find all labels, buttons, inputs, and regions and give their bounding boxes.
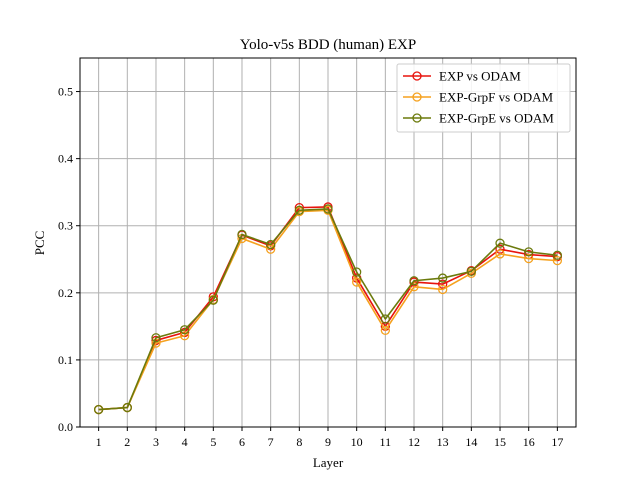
data-point-marker [438, 284, 448, 295]
data-point-marker [552, 255, 563, 266]
x-tick-label: 12 [408, 435, 420, 449]
x-tick-label: 3 [153, 435, 159, 449]
data-point-marker [323, 204, 333, 214]
x-tick-label: 1 [96, 435, 102, 449]
x-tick-label: 6 [239, 435, 245, 449]
data-point-marker [438, 279, 448, 289]
data-point-marker [352, 267, 362, 277]
legend-marker [412, 113, 422, 123]
data-point-marker [438, 273, 448, 283]
data-point-marker [151, 333, 161, 343]
x-tick-label: 11 [380, 435, 392, 449]
x-tick-label: 10 [351, 435, 363, 449]
legend-marker [412, 92, 422, 102]
data-point-marker [495, 238, 505, 248]
x-axis-ticks: 1 2 3 4 5 6 7 8 9 10 11 12 13 14 15 16 17 [96, 427, 563, 449]
data-point-marker [524, 247, 534, 257]
data-point-marker [380, 314, 390, 324]
y-tick-label: 0.0 [58, 420, 73, 434]
x-tick-label: 5 [210, 435, 216, 449]
x-tick-label: 13 [437, 435, 449, 449]
legend-box [396, 63, 571, 133]
data-point-marker [495, 249, 505, 259]
x-tick-label: 17 [551, 435, 563, 449]
x-tick-label: 16 [523, 435, 535, 449]
x-tick-label: 9 [325, 435, 331, 449]
y-tick-label: 0.2 [58, 286, 73, 300]
series-3 [93, 204, 563, 415]
data-point-marker [409, 276, 419, 286]
x-tick-label: 7 [268, 435, 274, 449]
y-tick-label: 0.5 [58, 85, 73, 99]
y-axis-ticks: 0.0 0.1 0.2 0.3 0.4 0.5 [58, 85, 80, 434]
x-tick-label: 15 [494, 435, 506, 449]
legend-marker [412, 71, 422, 81]
y-tick-label: 0.1 [58, 353, 73, 367]
data-point-marker [466, 266, 477, 276]
y-tick-label: 0.4 [58, 152, 73, 166]
x-tick-label: 8 [296, 435, 302, 449]
y-axis-label: PCC [32, 231, 47, 256]
plot-series [93, 202, 563, 415]
data-point-marker [179, 325, 190, 335]
legend: EXP vs ODAM EXP-GrpF vs ODAM EXP-GrpE vs O… [396, 63, 571, 133]
x-axis-label: Layer [313, 455, 344, 470]
data-point-marker [266, 239, 276, 250]
x-tick-label: 4 [182, 435, 188, 449]
y-tick-label: 0.3 [58, 219, 73, 233]
legend-label: EXP-GrpF vs ODAM [439, 90, 554, 105]
x-tick-label: 2 [124, 435, 130, 449]
legend-label: EXP-GrpE vs ODAM [439, 111, 554, 126]
data-point-marker [380, 325, 390, 336]
chart-title: Yolo-v5s BDD (human) EXP [240, 37, 416, 53]
data-point-marker [352, 277, 362, 287]
data-point-marker [294, 205, 304, 215]
data-point-marker [93, 404, 104, 415]
data-point-marker [122, 402, 132, 413]
data-point-marker [552, 250, 563, 260]
data-point-marker [524, 253, 534, 264]
data-point-marker [237, 229, 247, 240]
data-point-marker [208, 295, 218, 305]
legend-label: EXP vs ODAM [439, 69, 521, 84]
data-point-marker [179, 331, 190, 341]
x-tick-label: 14 [465, 435, 477, 449]
series-line [98, 208, 558, 411]
